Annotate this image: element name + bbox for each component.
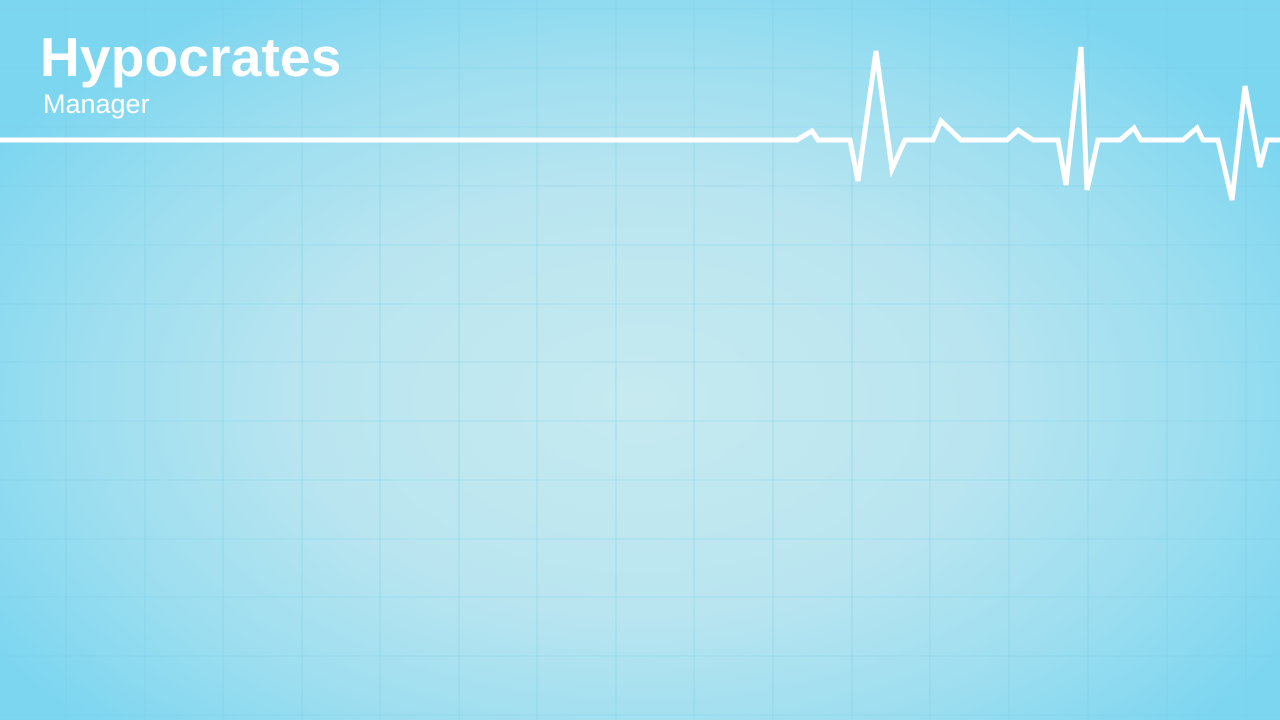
ecg-heartbeat-line <box>0 46 1280 201</box>
app-title: Hypocrates <box>40 26 342 88</box>
app-subtitle: Manager <box>43 89 150 119</box>
